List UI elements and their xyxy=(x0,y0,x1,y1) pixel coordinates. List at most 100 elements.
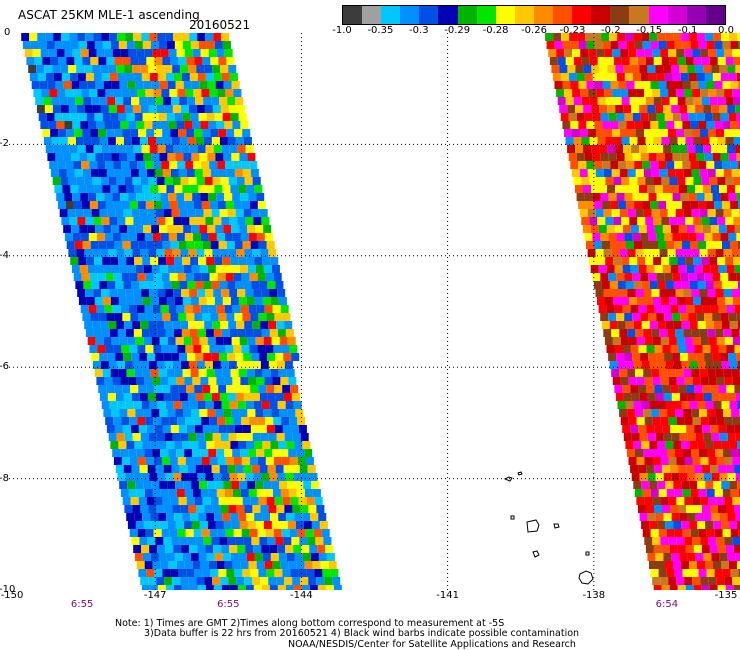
swath-cell xyxy=(256,561,265,569)
swath-cell xyxy=(184,233,193,241)
swath-cell xyxy=(272,449,281,457)
swath-cell xyxy=(649,361,658,369)
swath-cell xyxy=(144,121,153,129)
swath-cell xyxy=(195,281,204,289)
swath-cell xyxy=(635,329,644,337)
swath-cell xyxy=(708,377,717,385)
swath-cell xyxy=(264,305,273,313)
swath-cell xyxy=(608,353,617,361)
swath-cell xyxy=(567,105,576,113)
swath-cell xyxy=(110,369,119,377)
swath-cell xyxy=(645,137,654,145)
swath-cell xyxy=(644,129,652,137)
swath-cell xyxy=(716,337,725,345)
swath-cell xyxy=(647,473,656,481)
swath-cell xyxy=(714,201,723,209)
swath-cell xyxy=(235,353,244,361)
swath-cell xyxy=(69,145,78,153)
swath-cell xyxy=(707,209,716,217)
swath-cell xyxy=(617,321,626,329)
swath-cell xyxy=(318,513,327,521)
swath-cell xyxy=(88,49,97,57)
swath-cell xyxy=(296,561,305,569)
swath-cell xyxy=(704,153,713,161)
swath-cell xyxy=(651,169,660,177)
swath-cell xyxy=(674,161,683,169)
swath-cell xyxy=(264,489,273,497)
swath-cell xyxy=(259,465,268,473)
swath-cell xyxy=(201,201,210,209)
swath-cell xyxy=(95,81,104,89)
swath-cell xyxy=(624,353,633,361)
swath-cell xyxy=(79,225,88,233)
swath-cell xyxy=(213,73,222,81)
swath-cell xyxy=(626,41,635,49)
swath-cell xyxy=(238,297,247,305)
swath-cell xyxy=(225,345,234,353)
swath-cell xyxy=(197,145,206,153)
swath-cell xyxy=(185,273,194,281)
swath-cell xyxy=(694,305,703,313)
swath-cell xyxy=(129,201,138,209)
swath-cell xyxy=(607,65,616,73)
swath-cell xyxy=(119,225,128,233)
swath-cell xyxy=(53,145,62,153)
swath-cell xyxy=(67,137,76,145)
swath-cell xyxy=(182,257,191,265)
swath-cell xyxy=(666,569,675,577)
swath-cell xyxy=(676,89,685,97)
swath-cell xyxy=(736,313,740,321)
swath-cell xyxy=(660,377,669,385)
swath-cell xyxy=(597,217,606,225)
swath-cell xyxy=(65,161,74,169)
swath-cell xyxy=(87,225,96,233)
swath-cell xyxy=(198,297,207,305)
swath-cell xyxy=(154,129,163,137)
swath-cell xyxy=(89,89,98,97)
swath-cell xyxy=(706,489,715,497)
swath-cell xyxy=(702,345,711,353)
swath-cell xyxy=(650,81,659,89)
swath-cell xyxy=(233,273,242,281)
swath-cell xyxy=(78,185,87,193)
swath-cell xyxy=(225,161,234,169)
swath-cell xyxy=(231,153,240,161)
swath-cell xyxy=(190,113,199,121)
swath-cell xyxy=(560,113,569,121)
swath-cell xyxy=(226,425,235,433)
swath-cell xyxy=(141,289,150,297)
swath-cell xyxy=(124,105,133,113)
swath-cell xyxy=(703,513,712,521)
swath-cell xyxy=(83,97,92,105)
swath-cell xyxy=(83,137,92,145)
swath-cell xyxy=(149,289,158,297)
swath-cell xyxy=(735,185,740,193)
swath-cell xyxy=(650,241,658,249)
swath-cell xyxy=(636,129,644,137)
swath-cell xyxy=(639,513,648,521)
swath-cell xyxy=(202,497,211,505)
swath-cell xyxy=(109,329,118,337)
swath-cell xyxy=(260,433,269,441)
swath-cell xyxy=(730,121,739,129)
swath-cell xyxy=(726,425,735,433)
swath-cell xyxy=(653,257,662,265)
swath-cell xyxy=(160,449,169,457)
swath-cell xyxy=(274,313,283,321)
swath-cell xyxy=(675,329,684,337)
swath-cell xyxy=(163,281,172,289)
swath-cell xyxy=(132,433,141,441)
swath-cell xyxy=(699,409,708,417)
swath-cell xyxy=(600,193,609,201)
swath-cell xyxy=(105,273,114,281)
swath-cell xyxy=(604,337,613,345)
swath-cell xyxy=(192,489,201,497)
swath-cell xyxy=(220,177,229,185)
swath-cell xyxy=(259,537,268,545)
swath-cell xyxy=(163,393,172,401)
swath-cell xyxy=(717,97,726,105)
swath-cell xyxy=(205,401,214,409)
swath-cell xyxy=(200,121,209,129)
swath-cell xyxy=(124,433,133,441)
swath-cell xyxy=(607,185,615,193)
